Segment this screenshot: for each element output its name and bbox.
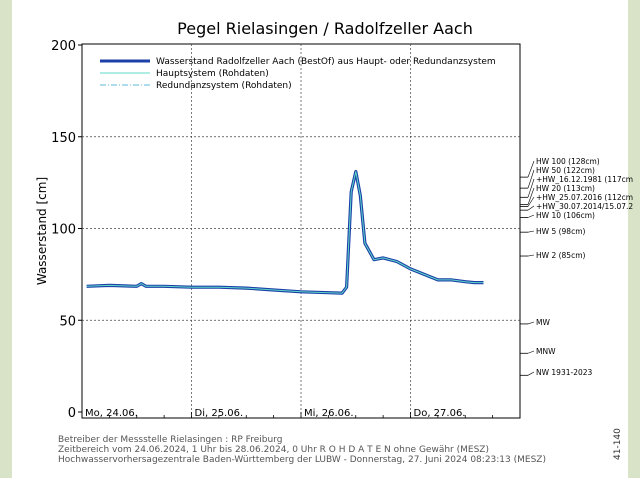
threshold-label: HW 5 (98cm) <box>536 227 585 236</box>
legend: Wasserstand Radolfzeller Aach (BestOf) a… <box>100 57 496 91</box>
legend-label-redundanz: Redundanzsystem (Rohdaten) <box>156 81 292 91</box>
series-lines <box>86 170 484 295</box>
threshold-leader <box>527 214 535 218</box>
y-tick-label: 200 <box>51 39 76 54</box>
y-tick-label: 150 <box>51 131 76 146</box>
threshold-leader <box>527 196 535 207</box>
y-tick-label: 100 <box>51 223 76 238</box>
side-code: 41-140 <box>613 428 623 460</box>
threshold-label: NW 1931-2023 <box>536 368 593 377</box>
threshold-label: +HW_16.12.1981 (117cm <box>536 175 633 184</box>
threshold-label: MW <box>536 318 550 327</box>
x-axis-ticks: Mo, 24.06. Di, 25.06. Mi, 26.06. Do, 27.06. <box>81 408 521 419</box>
threshold-label: HW 10 (106cm) <box>536 211 595 220</box>
footer-time-range: Zeitbereich vom 24.06.2024, 1 Uhr bis 28… <box>58 445 489 455</box>
footer-operator: Betreiber der Messstelle Rielasingen : R… <box>58 435 282 445</box>
y-tick-label: 50 <box>59 314 76 329</box>
threshold-label: HW 2 (85cm) <box>536 251 585 260</box>
threshold-leader <box>527 169 535 189</box>
threshold-annotations: HW 100 (128cm)HW 50 (122cm)+HW_16.12.198… <box>520 157 633 377</box>
left-page-border <box>0 0 12 478</box>
x-tick-label: Do, 27.06. <box>414 408 466 419</box>
threshold-leader <box>527 187 535 205</box>
threshold-leader <box>527 178 535 198</box>
threshold-label: HW 50 (122cm) <box>536 166 595 175</box>
x-tick-label: Di, 25.06. <box>195 408 244 419</box>
threshold-label: HW 20 (113cm) <box>536 184 595 193</box>
threshold-label: +HW_25.07.2016 (112cm <box>536 193 633 202</box>
threshold-label: HW 100 (128cm) <box>536 157 600 166</box>
threshold-leader <box>527 230 535 233</box>
grid-lines <box>82 44 520 418</box>
threshold-leader <box>527 321 535 325</box>
threshold-leader <box>527 350 535 354</box>
threshold-leader <box>527 371 535 376</box>
chart-title: Pegel Rielasingen / Radolfzeller Aach <box>177 19 473 38</box>
y-axis-ticks: 0 50 100 150 200 <box>51 39 82 421</box>
threshold-leader <box>527 205 535 211</box>
right-page-border <box>628 0 640 478</box>
threshold-leader <box>527 254 535 257</box>
x-tick-label: Mi, 26.06. <box>304 408 354 419</box>
threshold-label: +HW_30.07.2014/15.07.2 <box>536 202 633 211</box>
plot-area <box>81 43 521 419</box>
y-axis-label: Wasserstand [cm] <box>35 177 49 285</box>
footer-source: Hochwasservorhersagezentrale Baden-Württ… <box>58 455 546 465</box>
y-tick-label: 0 <box>68 406 76 421</box>
series-line-1 <box>86 171 484 294</box>
legend-label-haupt: Hauptsystem (Rohdaten) <box>156 69 269 79</box>
threshold-leader <box>527 160 535 178</box>
legend-label-bestof: Wasserstand Radolfzeller Aach (BestOf) a… <box>156 57 496 67</box>
threshold-label: MNW <box>536 347 556 356</box>
x-tick-label: Mo, 24.06. <box>85 408 138 419</box>
